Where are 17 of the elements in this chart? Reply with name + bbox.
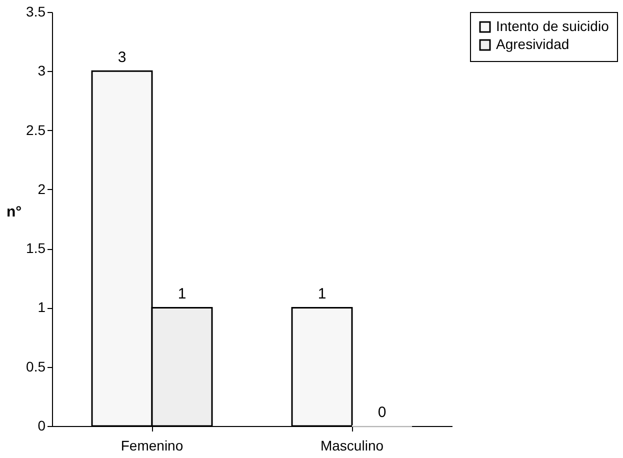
y-tick-label: 3.5 — [26, 4, 46, 20]
y-tick-label: 1 — [38, 299, 46, 316]
x-tick-label: Masculino — [320, 438, 384, 454]
data-label: 0 — [378, 404, 386, 421]
x-tick-label: Femenino — [120, 438, 184, 454]
data-label: 1 — [178, 286, 186, 303]
y-tick-label: 1.5 — [26, 240, 46, 256]
y-tick-label: 0.5 — [26, 358, 46, 374]
legend-label: Intento de suicidio — [496, 18, 610, 34]
data-label: 3 — [118, 49, 126, 66]
legend-label: Agresividad — [496, 36, 570, 52]
y-tick-label: 0 — [38, 418, 46, 434]
y-axis-title: n° — [6, 204, 22, 220]
data-label: 1 — [318, 286, 326, 303]
y-tick-label: 3 — [38, 62, 46, 79]
y-tick-label: 2 — [38, 180, 46, 197]
y-tick-label: 2.5 — [26, 122, 46, 138]
